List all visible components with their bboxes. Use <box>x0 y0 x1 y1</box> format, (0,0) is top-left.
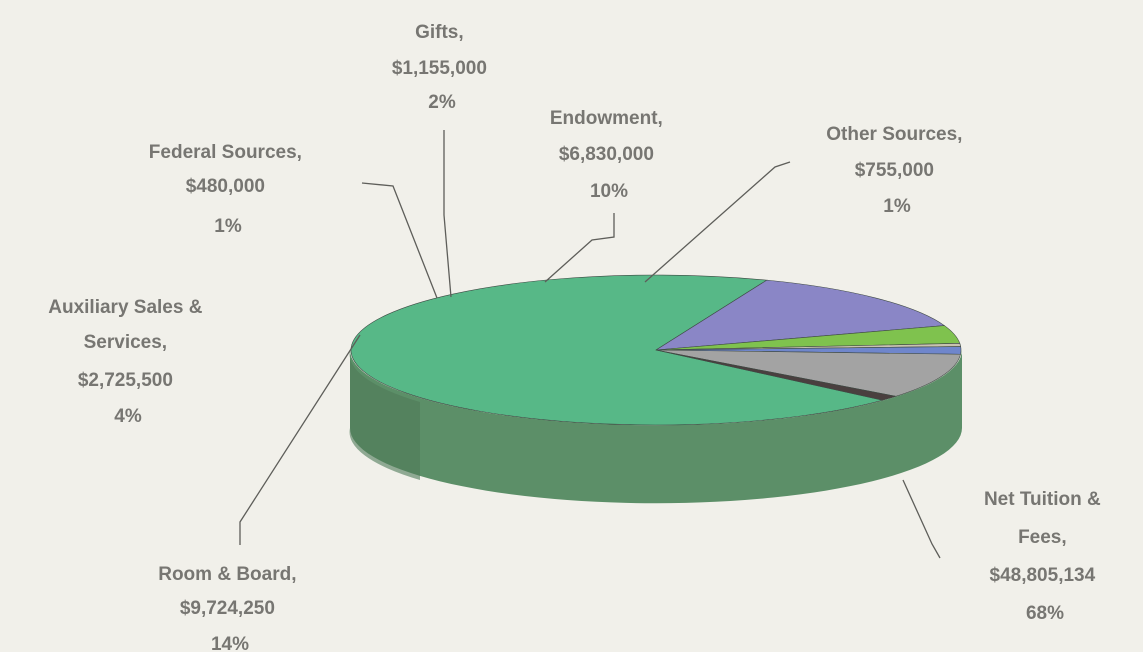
leader-line-federal <box>361 182 438 299</box>
leader-line-other <box>644 161 791 283</box>
label-room: Room & Board, $9,724,250 14% <box>158 564 302 652</box>
label-endowment: Endowment, $6,830,000 10% <box>550 108 668 202</box>
leader-line-endowment <box>544 213 615 283</box>
label-federal: Federal Sources, $480,000 1% <box>149 142 307 237</box>
pie-slice-net-tuition-fees <box>350 274 883 426</box>
label-auxiliary: Auxiliary Sales & Services, $2,725,500 4… <box>48 297 207 427</box>
pie-side-wall <box>350 350 962 504</box>
label-other: Other Sources, $755,000 1% <box>826 124 968 217</box>
leader-line-gifts <box>443 130 452 298</box>
label-tuition: Net Tuition & Fees, $48,805,134 68% <box>984 489 1106 624</box>
pie-slice-other-sources <box>655 349 896 401</box>
leader-line-tuition <box>902 479 941 559</box>
pie-slices <box>350 274 962 426</box>
pie-slice-room-board <box>655 279 946 351</box>
pie-side-shade <box>349 350 420 480</box>
label-gifts: Gifts, $1,155,000 2% <box>392 22 492 113</box>
pie-slice-endowment <box>655 349 961 397</box>
leader-line-room <box>239 334 361 545</box>
